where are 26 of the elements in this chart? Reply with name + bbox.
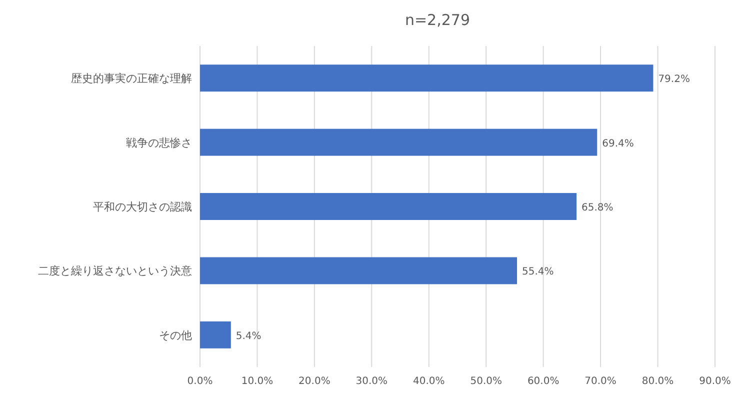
data-label: 65.8% bbox=[582, 202, 614, 214]
x-tick-label: 70.0% bbox=[584, 376, 616, 387]
bar bbox=[200, 321, 231, 348]
data-label: 69.4% bbox=[602, 138, 634, 150]
x-tick-label: 50.0% bbox=[470, 376, 502, 387]
chart-title: n=2,279 bbox=[404, 11, 470, 29]
x-tick-label: 60.0% bbox=[527, 376, 560, 387]
bar bbox=[200, 193, 577, 220]
x-tick-label: 40.0% bbox=[413, 376, 445, 387]
y-tick-label: 歴史的事実の正確な理解 bbox=[71, 72, 192, 86]
x-tick-label: 0.0% bbox=[187, 376, 213, 387]
data-label: 5.4% bbox=[236, 330, 262, 342]
x-tick-label: 10.0% bbox=[241, 376, 274, 387]
x-tick-label: 90.0% bbox=[699, 376, 731, 387]
bar bbox=[200, 128, 598, 156]
x-tick-label: 80.0% bbox=[642, 376, 674, 387]
y-tick-label: 二度と繰り返さないという決意 bbox=[38, 264, 192, 278]
bar bbox=[200, 64, 654, 92]
x-tick-label: 30.0% bbox=[356, 376, 388, 387]
y-tick-label: 戦争の悲惨さ bbox=[126, 136, 192, 150]
bar bbox=[200, 257, 518, 284]
data-label: 55.4% bbox=[522, 266, 554, 278]
x-tick-label: 20.0% bbox=[298, 376, 330, 387]
y-tick-label: 平和の大切さの認識 bbox=[93, 200, 192, 214]
data-label: 79.2% bbox=[658, 74, 690, 86]
y-tick-label: その他 bbox=[159, 328, 192, 342]
